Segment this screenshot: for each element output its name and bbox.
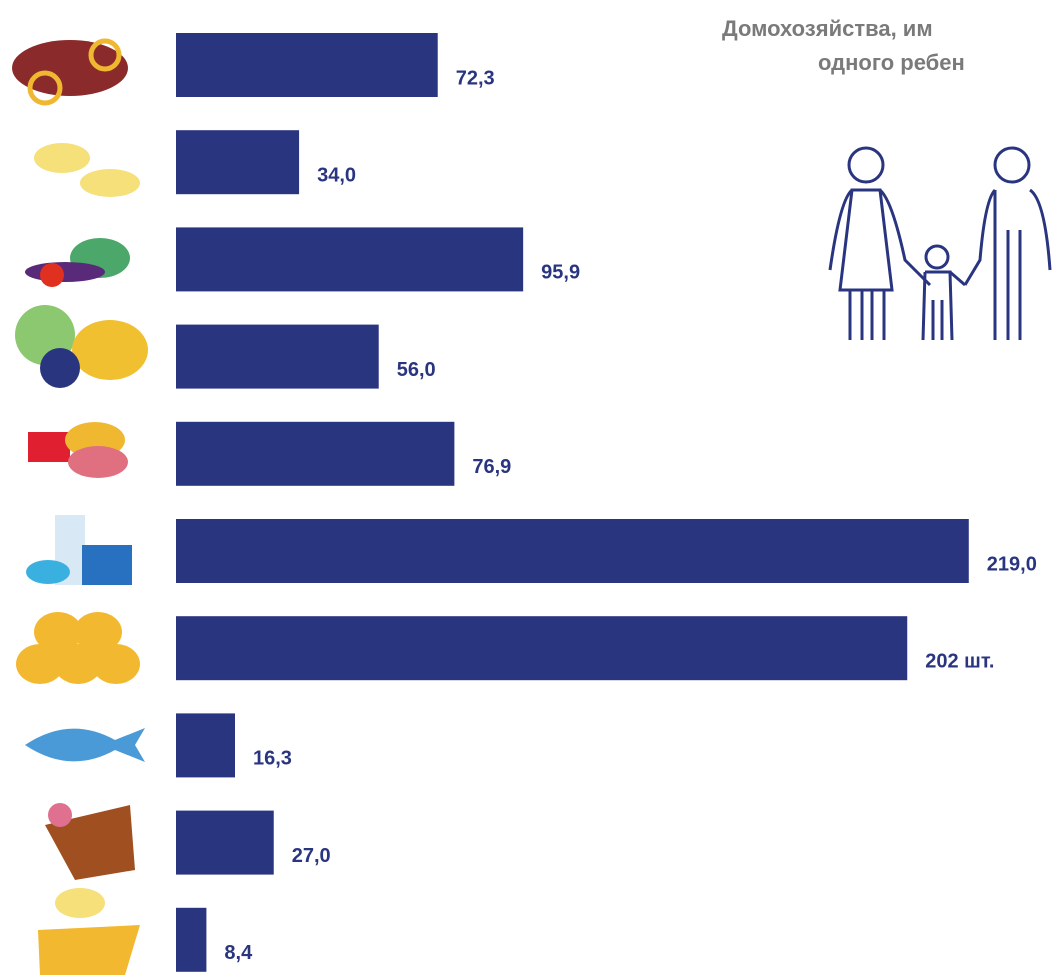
bar (176, 227, 524, 292)
value-label: 219,0 (987, 553, 1037, 575)
value-label: 34,0 (317, 164, 356, 186)
value-label: 95,9 (541, 262, 580, 284)
family-icon (828, 146, 1052, 341)
bar (176, 130, 300, 195)
bar (176, 907, 207, 972)
bar (176, 519, 969, 583)
bar (176, 616, 908, 681)
bar (176, 421, 455, 486)
value-label: 56,0 (397, 359, 436, 381)
value-label: 27,0 (292, 845, 331, 867)
bar (176, 33, 438, 97)
chart-subtitle: одного ребен (818, 50, 965, 75)
value-label: 202 шт. (925, 650, 994, 672)
bar (176, 324, 379, 389)
value-label: 16,3 (253, 748, 292, 770)
chart-title: Домохозяйства, им (722, 16, 933, 41)
food-icons (12, 38, 148, 975)
bar (176, 810, 274, 875)
value-label: 72,3 (456, 67, 495, 89)
value-label: 8,4 (224, 942, 253, 964)
value-label: 76,9 (472, 456, 511, 478)
bar (176, 713, 236, 778)
